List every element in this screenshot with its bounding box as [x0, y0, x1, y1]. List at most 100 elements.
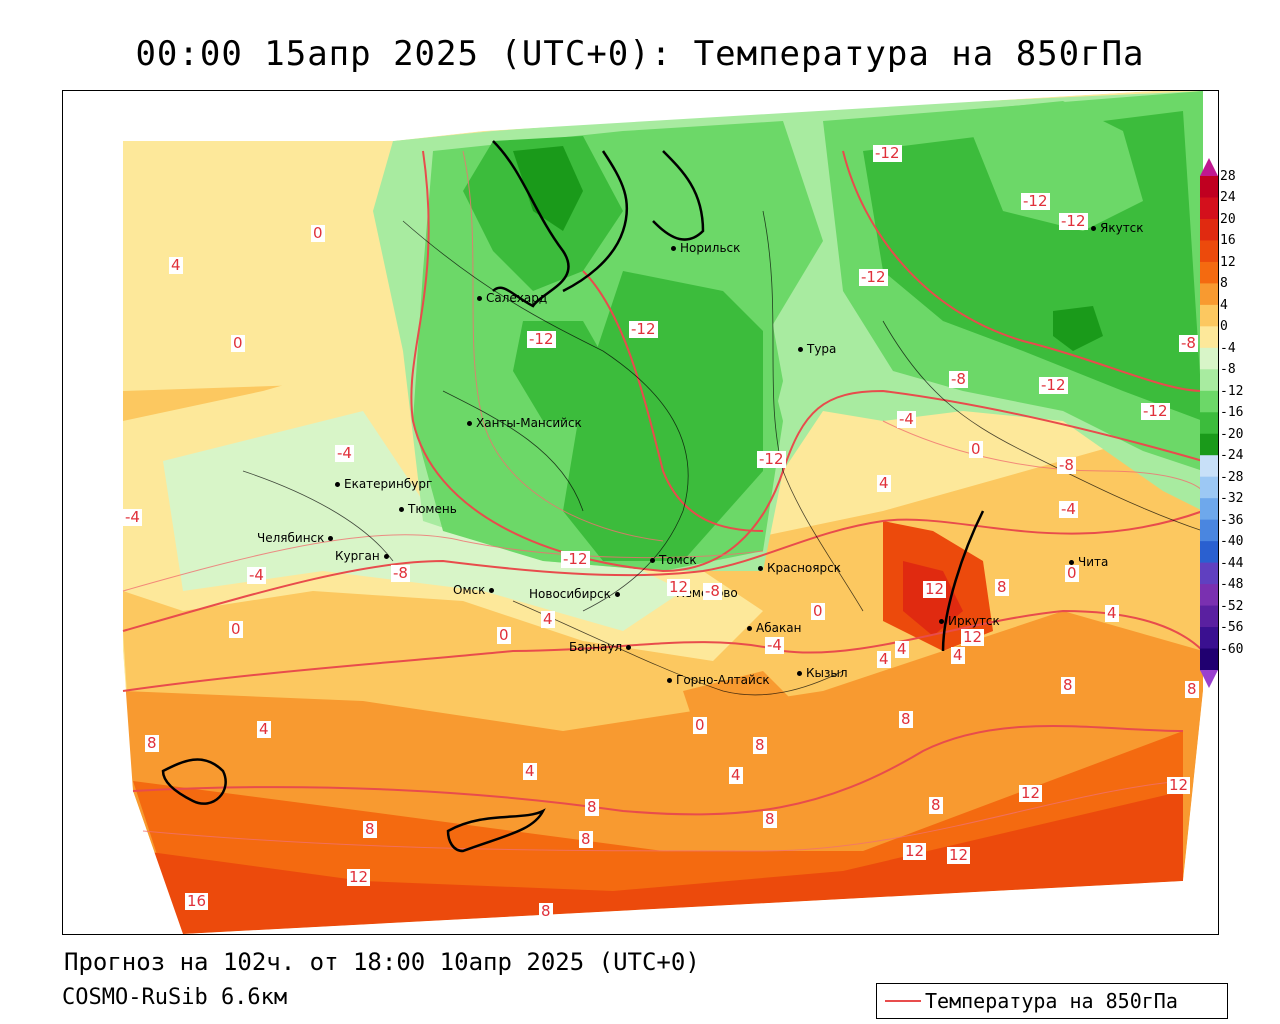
isotherm-label: 0: [1065, 564, 1079, 582]
isotherm-label: 8: [1185, 680, 1199, 698]
isotherm-label: -12: [859, 268, 888, 286]
colorbar-cell: [1200, 476, 1218, 499]
isotherm-label: -12: [1039, 376, 1068, 394]
city-label: Ханты-Мансийск: [476, 416, 582, 430]
isotherm-label: -12: [1021, 192, 1050, 210]
colorbar-cell: [1200, 218, 1218, 241]
city-dot-icon: [939, 619, 944, 624]
city-dot-icon: [399, 507, 404, 512]
city-marker: Салехард: [477, 291, 547, 305]
colorbar-tick-label: -44: [1220, 555, 1244, 571]
city-dot-icon: [626, 645, 632, 650]
isotherm-label: 0: [969, 440, 983, 458]
colorbar-tick-label: 28: [1220, 169, 1236, 184]
city-label: Челябинск: [257, 531, 325, 545]
isotherm-label: 4: [895, 640, 909, 658]
colorbar-cell: [1200, 197, 1218, 220]
city-label: Якутск: [1100, 221, 1144, 235]
isotherm-label: -12: [757, 450, 786, 468]
isotherm-label: 4: [541, 610, 555, 628]
isotherm-label: 4: [729, 766, 743, 784]
isotherm-label: 12: [347, 868, 371, 886]
city-dot-icon: [328, 536, 334, 541]
isotherm-label: 0: [693, 716, 707, 734]
city-marker: Новосибирск: [529, 587, 624, 601]
city-dot-icon: [383, 554, 389, 559]
city-label: Кызыл: [806, 666, 848, 680]
city-dot-icon: [1091, 226, 1096, 231]
legend-line-icon: [885, 1000, 921, 1002]
isotherm-label: 8: [995, 578, 1009, 596]
colorbar-tick-label: 24: [1220, 190, 1236, 206]
city-label: Чита: [1078, 555, 1109, 569]
city-label: Норильск: [680, 241, 741, 255]
colorbar-cell: [1200, 433, 1218, 456]
city-label: Абакан: [756, 621, 802, 635]
city-label: Тура: [807, 342, 837, 356]
colorbar-tick-label: -48: [1220, 577, 1244, 593]
isotherm-label: 12: [947, 846, 971, 864]
isotherm-label: 0: [231, 334, 245, 352]
temperature-map[interactable]: Салехард Норильск Тура Якутск Ханты-Манс…: [62, 90, 1219, 935]
colorbar-cell: [1200, 240, 1218, 263]
colorbar-top-arrow-icon: [1200, 158, 1218, 176]
city-label: Горно-Алтайск: [676, 673, 770, 687]
city-dot-icon: [667, 678, 672, 683]
city-marker: Челябинск: [257, 531, 337, 545]
colorbar-tick-label: -8: [1220, 362, 1236, 378]
isotherm-label: -8: [949, 370, 968, 388]
city-marker: Иркутск: [939, 614, 1000, 628]
isotherm-label: -12: [527, 330, 556, 348]
isotherm-label: 8: [899, 710, 913, 728]
isotherm-label: -8: [1179, 334, 1198, 352]
isotherm-label: 4: [877, 474, 891, 492]
colorbar-cell: [1200, 562, 1218, 585]
colorbar-tick-label: -20: [1220, 426, 1244, 442]
colorbar-cell: [1200, 648, 1218, 671]
isotherm-label: 8: [763, 810, 777, 828]
isotherm-label: 0: [497, 626, 511, 644]
isotherm-label: -12: [561, 550, 590, 568]
model-name: COSMO-RuSib 6.6км: [62, 985, 288, 1010]
colorbar-cell: [1200, 498, 1218, 521]
city-label: Салехард: [486, 291, 548, 305]
isotherm-label: 4: [877, 650, 891, 668]
city-marker: Норильск: [671, 241, 740, 255]
city-dot-icon: [477, 296, 482, 301]
isotherm-label: 4: [1105, 604, 1119, 622]
city-marker: Тура: [798, 342, 836, 356]
city-label: Барнаул: [569, 640, 623, 654]
city-dot-icon: [489, 588, 495, 593]
colorbar-tick-label: -16: [1220, 405, 1244, 421]
isotherm-label: 12: [923, 580, 947, 598]
temperature-field: [63, 91, 1218, 934]
city-dot-icon: [671, 246, 676, 251]
city-marker: Екатеринбург: [335, 477, 432, 491]
isotherm-label: -4: [123, 508, 142, 526]
city-marker: Тюмень: [399, 502, 457, 516]
city-marker: Томск: [650, 553, 697, 567]
colorbar-cell: [1200, 605, 1218, 628]
colorbar: [1200, 158, 1218, 688]
colorbar-bottom-arrow-icon: [1200, 670, 1218, 688]
city-label: Иркутск: [948, 614, 1000, 628]
city-dot-icon: [650, 558, 655, 563]
colorbar-tick-label: -28: [1220, 469, 1244, 485]
isotherm-label: 0: [811, 602, 825, 620]
colorbar-cell: [1200, 584, 1218, 607]
city-dot-icon: [747, 626, 752, 631]
isotherm-label: 8: [579, 830, 593, 848]
colorbar-cell: [1200, 519, 1218, 542]
colorbar-cell: [1200, 541, 1218, 564]
isotherm-label: -4: [765, 636, 784, 654]
isotherm-label: 16: [185, 892, 209, 910]
isotherm-label: 0: [229, 620, 243, 638]
isotherm-label: -4: [335, 444, 354, 462]
colorbar-cell: [1200, 455, 1218, 478]
city-dot-icon: [1069, 560, 1074, 565]
colorbar-tick-label: 16: [1220, 233, 1236, 249]
city-label: Томск: [659, 553, 697, 567]
city-marker: Кызыл: [797, 666, 848, 680]
colorbar-cell: [1200, 283, 1218, 306]
colorbar-tick-label: 20: [1220, 211, 1236, 227]
